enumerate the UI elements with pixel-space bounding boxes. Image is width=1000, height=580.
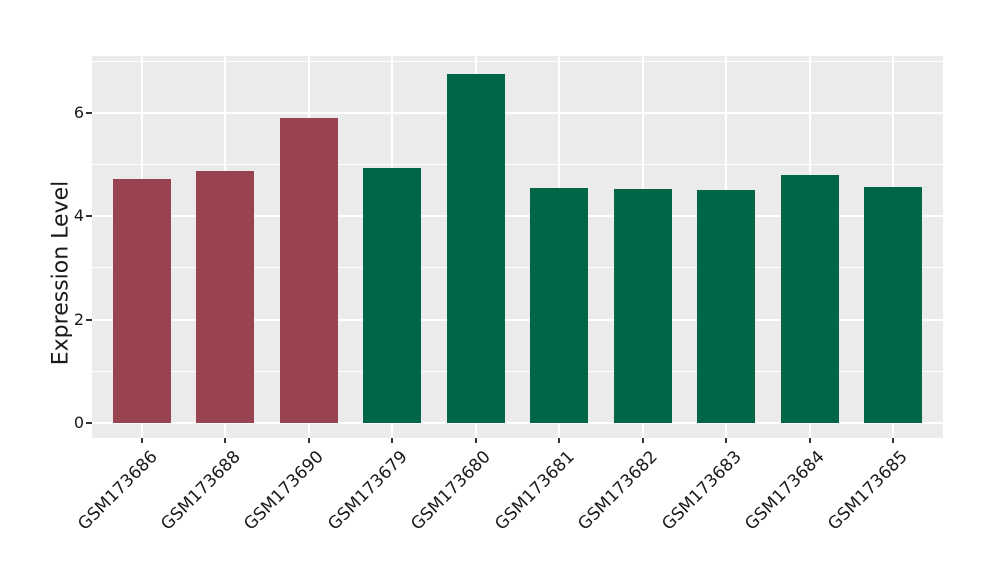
bar-GSM173690 <box>279 118 338 423</box>
x-tick-mark-GSM173686 <box>141 438 144 443</box>
gridline-minor-y1 <box>92 370 943 372</box>
x-tick-mark-GSM173684 <box>808 438 811 443</box>
plot-panel <box>92 56 943 438</box>
x-tick-label: GSM173683 <box>657 447 746 535</box>
x-tick-label: GSM173690 <box>240 447 329 535</box>
bar-GSM173686 <box>113 178 172 423</box>
gridline-major-y4 <box>92 215 943 218</box>
bar-GSM173680 <box>446 74 505 423</box>
gridline-minor-y7 <box>92 60 943 62</box>
x-tick-mark-GSM173681 <box>558 438 561 443</box>
gridline-minor-y5 <box>92 164 943 166</box>
y-tick-mark-2 <box>86 318 92 321</box>
y-tick-label: 4 <box>73 206 84 226</box>
gridline-major-y6 <box>92 111 943 114</box>
bar-GSM173681 <box>530 187 589 423</box>
x-tick-mark-GSM173685 <box>891 438 894 443</box>
bar-GSM173684 <box>780 174 839 423</box>
x-tick-mark-GSM173683 <box>725 438 728 443</box>
x-tick-mark-GSM173688 <box>224 438 227 443</box>
gridline-major-y2 <box>92 318 943 321</box>
x-tick-label: GSM173681 <box>491 447 579 535</box>
gridline-major-y0 <box>92 422 943 424</box>
bar-GSM173683 <box>697 189 756 423</box>
x-tick-label: GSM173685 <box>824 447 913 535</box>
x-tick-label: GSM173686 <box>73 447 162 535</box>
y-tick-label: 0 <box>73 413 84 432</box>
x-tick-label: GSM173682 <box>574 447 662 535</box>
bar-GSM173679 <box>363 168 422 423</box>
x-tick-label: GSM173688 <box>157 447 245 535</box>
x-tick-mark-GSM173679 <box>391 438 394 443</box>
y-tick-label: 2 <box>73 309 84 329</box>
y-tick-mark-4 <box>86 215 92 218</box>
y-tick-mark-6 <box>86 111 92 114</box>
x-tick-mark-GSM173680 <box>474 438 477 443</box>
gridline-minor-y3 <box>92 267 943 269</box>
x-tick-label: GSM173679 <box>324 447 412 535</box>
x-tick-label: GSM173680 <box>407 447 495 535</box>
bar-GSM173685 <box>863 186 922 423</box>
x-tick-label: GSM173684 <box>741 447 829 535</box>
bar-GSM173682 <box>613 188 672 423</box>
y-tick-label: 6 <box>73 102 84 122</box>
bar-GSM173688 <box>196 170 255 423</box>
x-tick-mark-GSM173682 <box>641 438 644 443</box>
x-tick-mark-GSM173690 <box>307 438 310 443</box>
y-tick-mark-0 <box>86 422 92 424</box>
